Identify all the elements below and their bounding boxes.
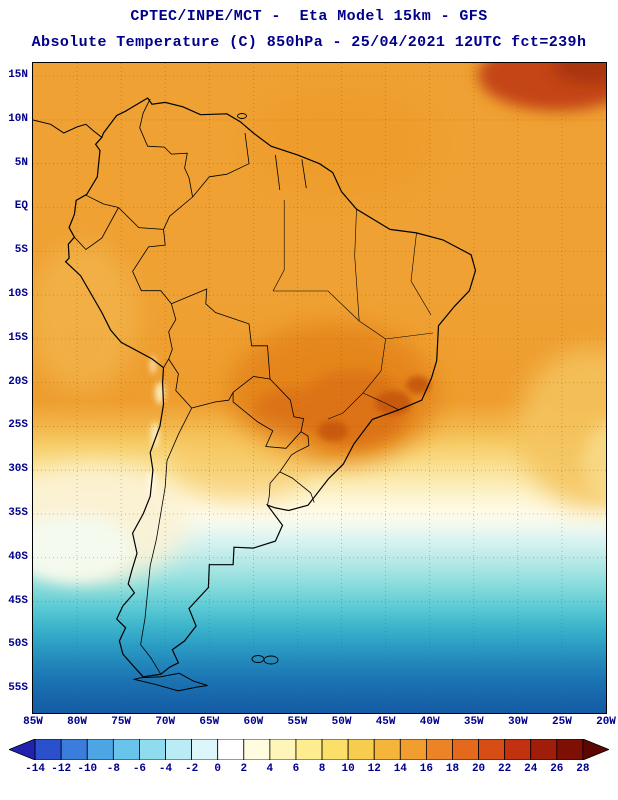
colorbar-label--2: -2 xyxy=(184,763,199,775)
state-borders xyxy=(272,200,434,420)
colorbar-segment-3 xyxy=(86,738,114,761)
map-plot-area xyxy=(32,62,607,714)
colorbar-segment-4 xyxy=(112,738,140,761)
colorbar-segment-22 xyxy=(582,738,611,761)
colorbar-swatches xyxy=(7,738,611,761)
colorbar-segment-1 xyxy=(34,738,62,761)
lat-tick-10N: 10N xyxy=(8,112,28,125)
lat-tick-45S: 45S xyxy=(8,594,28,607)
colorbar-label-22: 22 xyxy=(498,763,512,775)
colorbar-segment-21 xyxy=(556,738,584,761)
colorbar-label-10: 10 xyxy=(341,763,355,775)
lon-tick-45W: 45W xyxy=(375,716,396,728)
colorbar-segment-13 xyxy=(347,738,375,761)
colorbar-segment-8 xyxy=(217,738,245,761)
lat-tick-50S: 50S xyxy=(8,638,28,651)
lon-tick-40W: 40W xyxy=(419,716,440,728)
latitude-axis: 15N 10N 5N EQ 5S 10S 15S 20S 25S 30S 35S 40S 45S 50S 5… xyxy=(0,62,30,716)
lon-tick-25W: 25W xyxy=(552,716,572,728)
colorbar-segment-11 xyxy=(295,738,323,761)
tierra-del-fuego-island xyxy=(132,672,208,692)
colorbar-label-20: 20 xyxy=(471,763,486,775)
falkland-island-east xyxy=(263,655,279,665)
lon-tick-75W: 75W xyxy=(111,716,132,728)
colorbar-label--12: -12 xyxy=(51,763,72,775)
colorbar-segment-16 xyxy=(425,738,453,761)
colorbar-label-8: 8 xyxy=(318,763,326,775)
colorbar-label--4: -4 xyxy=(158,763,173,775)
colorbar-segment-2 xyxy=(60,738,88,761)
colorbar-segment-7 xyxy=(191,738,219,761)
colorbar-label--8: -8 xyxy=(106,763,120,775)
colorbar-label--14: -14 xyxy=(25,763,45,775)
lon-tick-60W: 60W xyxy=(243,716,264,728)
colorbar-label-4: 4 xyxy=(266,763,274,775)
colorbar-segment-14 xyxy=(373,738,401,761)
colorbar-label-14: 14 xyxy=(393,763,407,775)
colorbar-label-28: 28 xyxy=(576,763,590,775)
temperature-field-map xyxy=(33,63,606,713)
trinidad-island xyxy=(237,113,247,119)
page-title: CPTEC/INPE/MCT - Eta Model 15km - GFS xyxy=(130,8,488,25)
lat-tick-25S: 25S xyxy=(8,419,28,432)
colorbar-label-12: 12 xyxy=(367,763,381,775)
colorbar-label-6: 6 xyxy=(292,763,300,775)
lon-tick-70W: 70W xyxy=(155,716,176,728)
colorbar-label-2: 2 xyxy=(240,763,248,775)
lat-tick-EQ: EQ xyxy=(14,200,28,213)
lat-tick-35S: 35S xyxy=(8,506,28,519)
lon-tick-30W: 30W xyxy=(507,716,528,728)
colorbar-label-16: 16 xyxy=(419,763,433,775)
lon-tick-80W: 80W xyxy=(67,716,87,728)
longitude-axis: 85W 80W 75W 70W 65W 60W 55W 50W 45W 40W 35W 30W 25W 2… xyxy=(23,716,616,730)
page-subtitle: Absolute Temperature (C) 850hPa - 25/04/… xyxy=(31,34,587,51)
colorbar-segment-9 xyxy=(243,738,271,761)
lon-tick-65W: 65W xyxy=(199,716,220,728)
colorbar-segment-0 xyxy=(7,738,36,761)
lon-tick-50W: 50W xyxy=(331,716,352,728)
lat-tick-30S: 30S xyxy=(8,463,28,476)
colorbar-segment-12 xyxy=(321,738,349,761)
coastline-and-borders xyxy=(33,97,477,692)
colorbar-label-18: 18 xyxy=(445,763,460,775)
lon-tick-20W: 20W xyxy=(596,716,616,728)
lon-tick-55W: 55W xyxy=(287,716,308,728)
colorbar-segment-19 xyxy=(504,738,532,761)
colorbar-segment-17 xyxy=(452,738,479,761)
colorbar-label-0: 0 xyxy=(214,763,221,775)
lat-tick-20S: 20S xyxy=(8,375,28,388)
lat-tick-5S: 5S xyxy=(14,244,28,257)
colorbar-label-24: 24 xyxy=(524,763,538,775)
lat-tick-5N: 5N xyxy=(14,156,28,169)
colorbar-segment-18 xyxy=(478,738,506,761)
colorbar-segment-20 xyxy=(530,738,558,761)
lon-tick-35W: 35W xyxy=(463,716,484,728)
grid-lines xyxy=(33,63,606,713)
colorbar-label--10: -10 xyxy=(77,763,98,775)
lat-tick-10S: 10S xyxy=(8,288,28,301)
colorbar-segment-6 xyxy=(165,738,193,761)
central-america-coastline xyxy=(33,119,103,138)
colorbar-segment-15 xyxy=(399,738,427,761)
colorbar-segment-10 xyxy=(269,738,297,761)
colorbar-labels: -14 -12 -10 -8 -6 -4 -2 0 2 4 6 8 10 12 14 16 18 20 22 24 26… xyxy=(9,763,609,779)
lat-tick-55S: 55S xyxy=(8,682,28,695)
colorbar-label-26: 26 xyxy=(550,763,564,775)
lat-tick-40S: 40S xyxy=(8,550,28,563)
colorbar-segment-5 xyxy=(139,738,166,761)
lon-tick-85W: 85W xyxy=(23,716,43,728)
south-america-coastline xyxy=(64,97,477,678)
lat-tick-15S: 15S xyxy=(8,331,28,344)
lat-tick-15N: 15N xyxy=(8,69,28,82)
colorbar-label--6: -6 xyxy=(132,763,147,775)
colorbar xyxy=(7,738,611,761)
country-borders xyxy=(74,98,315,675)
